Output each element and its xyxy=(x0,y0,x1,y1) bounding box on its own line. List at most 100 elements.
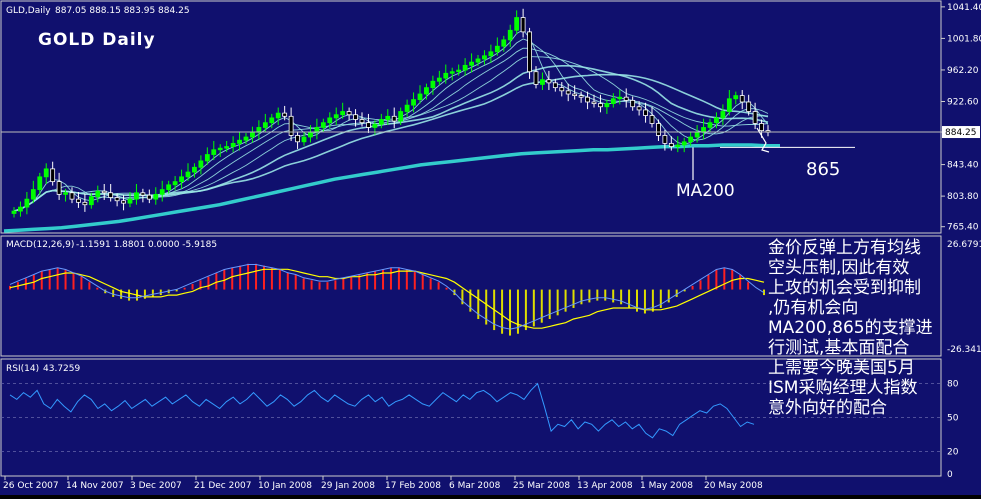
candle-body xyxy=(494,45,500,53)
candle-body xyxy=(288,115,294,136)
rsi-tick-label: 20 xyxy=(947,447,959,457)
symbol-label: GLD,Daily xyxy=(6,6,51,16)
candle-body xyxy=(604,103,610,108)
macd-tick-top: 26.6791 xyxy=(947,240,981,250)
candle-body xyxy=(262,122,268,128)
price-tick-label: 1041.40 xyxy=(947,3,981,13)
candle-body xyxy=(636,106,642,111)
price-tick-label: 765.40 xyxy=(947,223,979,233)
level-annotation: 865 xyxy=(806,159,840,180)
candle-body xyxy=(372,123,378,128)
candle-body xyxy=(501,39,507,47)
candle-body xyxy=(121,200,126,204)
candle-body xyxy=(56,181,62,195)
candle-body xyxy=(146,194,152,200)
candle-body xyxy=(140,192,146,196)
candle-body xyxy=(462,64,468,71)
candle-body xyxy=(507,29,513,41)
candle-body xyxy=(649,115,655,124)
candle-body xyxy=(192,166,197,173)
candle-body xyxy=(95,190,101,198)
x-tick-label: 10 Jan 2008 xyxy=(258,481,312,491)
price-tick-label: 843.40 xyxy=(947,161,979,171)
candle-body xyxy=(24,198,30,208)
x-tick-label: 6 Mar 2008 xyxy=(449,481,501,491)
candle-body xyxy=(469,61,474,66)
candle-body xyxy=(378,119,384,125)
candle-body xyxy=(552,82,558,89)
candle-body xyxy=(598,103,603,108)
candle-body xyxy=(572,93,578,96)
candle-body xyxy=(50,168,56,183)
candle-body xyxy=(301,136,307,143)
candle-body xyxy=(681,141,687,146)
candle-body xyxy=(533,71,539,85)
candle-body xyxy=(237,139,242,144)
candle-body xyxy=(275,112,281,119)
candle-body xyxy=(475,58,481,63)
candle-body xyxy=(714,117,719,124)
moving-average-line xyxy=(13,73,769,212)
candle-body xyxy=(11,210,17,214)
candle-body xyxy=(385,115,391,120)
x-tick-label: 14 Nov 2007 xyxy=(66,481,124,491)
candle-body xyxy=(366,122,371,128)
candle-body xyxy=(482,55,487,60)
candle-body xyxy=(211,149,217,155)
candle-body xyxy=(424,87,429,95)
macd-panel-frame xyxy=(0,235,942,357)
candle-body xyxy=(198,160,204,168)
candle-body xyxy=(63,192,68,195)
candle-body xyxy=(230,142,236,147)
candle-body xyxy=(37,176,43,190)
candle-body xyxy=(314,127,320,133)
x-tick-label: 21 Dec 2007 xyxy=(194,481,252,491)
price-panel xyxy=(1,8,941,233)
candle-body xyxy=(250,131,255,138)
candle-body xyxy=(643,109,648,116)
candle-body xyxy=(398,111,404,122)
macd-header-values: -1.1591 1.8801 0.0000 -5.9185 xyxy=(76,240,217,250)
candle-body xyxy=(540,79,545,85)
candle-body xyxy=(391,115,397,122)
candle-body xyxy=(456,69,462,73)
candle-body xyxy=(591,101,597,104)
candle-body xyxy=(346,111,352,116)
candle-body xyxy=(417,93,423,100)
candle-body xyxy=(707,122,713,128)
candle-body xyxy=(114,197,120,202)
candle-body xyxy=(30,189,36,200)
ma200-line xyxy=(3,143,780,233)
candle-body xyxy=(559,87,565,92)
candle-body xyxy=(108,192,114,198)
candle-body xyxy=(662,135,668,144)
candle-body xyxy=(565,90,571,95)
chart-title: GOLD Daily xyxy=(38,30,156,50)
candle-body xyxy=(733,95,739,100)
candle-body xyxy=(436,77,442,82)
candle-body xyxy=(153,193,159,200)
candle-body xyxy=(269,117,275,124)
arrow-icon xyxy=(756,127,770,153)
candle-body xyxy=(726,98,732,112)
candle-body xyxy=(185,171,191,178)
price-tick-label: 803.80 xyxy=(947,192,979,202)
rsi-line xyxy=(9,382,755,439)
candle-body xyxy=(134,192,139,200)
candle-body xyxy=(282,112,288,117)
candle-body xyxy=(630,99,636,108)
candle-body xyxy=(88,196,94,206)
candle-body xyxy=(172,181,178,186)
candle-body xyxy=(295,135,300,143)
candle-body xyxy=(443,72,449,79)
price-panel-frame xyxy=(0,0,942,234)
moving-average-line xyxy=(13,47,768,212)
candle-body xyxy=(527,31,532,73)
candle-body xyxy=(101,190,107,194)
candle-body xyxy=(76,198,81,203)
axes: 1041.40 1001.80 962.20 922.60 884.25 843.40 80… xyxy=(3,3,981,491)
candle-body xyxy=(404,104,410,112)
x-tick-label: 25 Mar 2008 xyxy=(513,481,570,491)
candle-body xyxy=(359,119,365,124)
